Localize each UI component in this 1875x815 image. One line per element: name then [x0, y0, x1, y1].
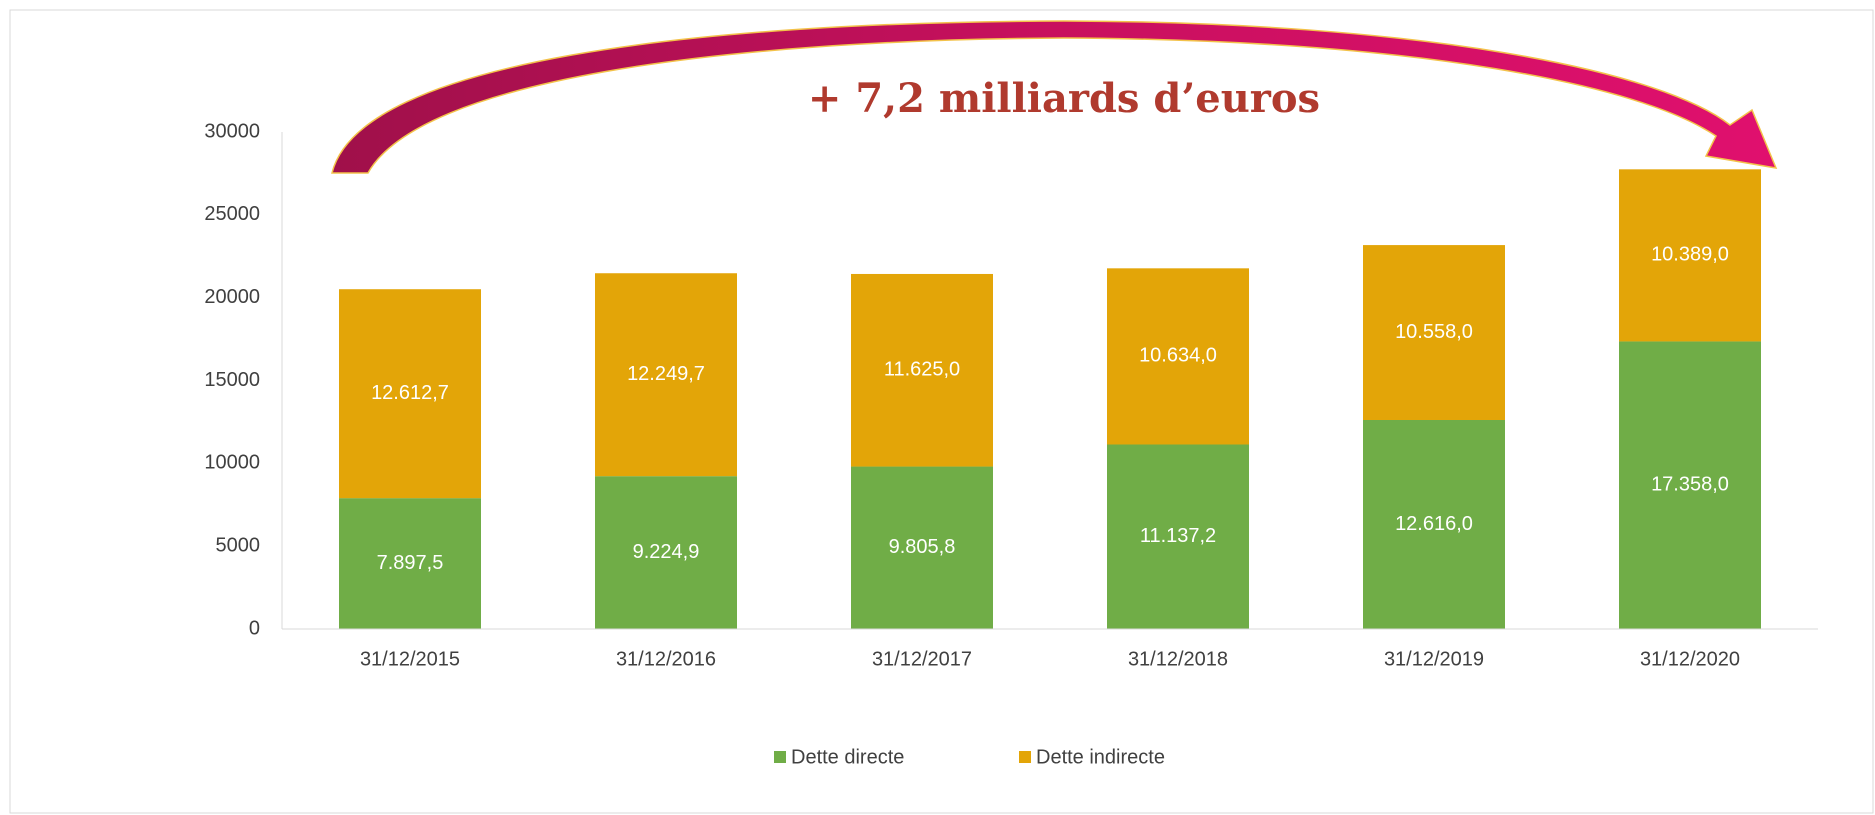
- y-tick-label: 0: [249, 617, 260, 639]
- x-tick-label: 31/12/2018: [1128, 648, 1228, 670]
- y-tick-label: 10000: [204, 452, 260, 474]
- bar-segment: [339, 289, 481, 499]
- value-label: 12.612,7: [371, 382, 449, 404]
- bar-segment: [1619, 169, 1761, 342]
- y-tick-label: 15000: [204, 369, 260, 391]
- x-tick-label: 31/12/2020: [1640, 648, 1740, 670]
- y-tick-label: 30000: [204, 120, 260, 142]
- legend-label: Dette directe: [791, 746, 904, 768]
- value-label: 11.137,2: [1140, 525, 1216, 547]
- bar-segment: [1619, 341, 1761, 629]
- frame: [9, 9, 1874, 814]
- bar-segment: [1363, 245, 1505, 420]
- legend-swatch: [1019, 751, 1031, 763]
- legend-label: Dette indirecte: [1036, 746, 1165, 768]
- x-tick-label: 31/12/2017: [872, 648, 972, 670]
- bar-segment: [1107, 444, 1249, 629]
- bar-segment: [1363, 419, 1505, 629]
- y-tick-label: 5000: [216, 534, 261, 556]
- bar-segment: [339, 498, 481, 629]
- value-label: 12.249,7: [627, 363, 705, 385]
- value-label: 12.616,0: [1395, 513, 1473, 535]
- value-label: 11.625,0: [884, 359, 960, 381]
- bar-segment: [851, 466, 993, 629]
- value-label: 9.224,9: [633, 541, 700, 563]
- value-label: 9.805,8: [889, 536, 956, 558]
- value-label: 10.558,0: [1395, 321, 1473, 343]
- x-tick-label: 31/12/2016: [616, 648, 716, 670]
- bar-segment: [851, 273, 993, 467]
- bar-segment: [595, 273, 737, 477]
- y-tick-label: 25000: [204, 203, 260, 225]
- value-label: 7.897,5: [377, 552, 444, 574]
- x-tick-label: 31/12/2015: [360, 648, 460, 670]
- value-label: 17.358,0: [1651, 473, 1729, 495]
- legend-swatch: [774, 751, 786, 763]
- value-label: 10.634,0: [1139, 345, 1217, 367]
- bar-segment: [1107, 268, 1249, 445]
- arrow: [331, 20, 1778, 174]
- annotation: + 7,2 milliards d’euros: [808, 75, 1320, 122]
- x-tick-label: 31/12/2019: [1384, 648, 1484, 670]
- y-tick-label: 20000: [204, 286, 260, 308]
- bar-segment: [595, 476, 737, 629]
- value-label: 10.389,0: [1651, 244, 1729, 266]
